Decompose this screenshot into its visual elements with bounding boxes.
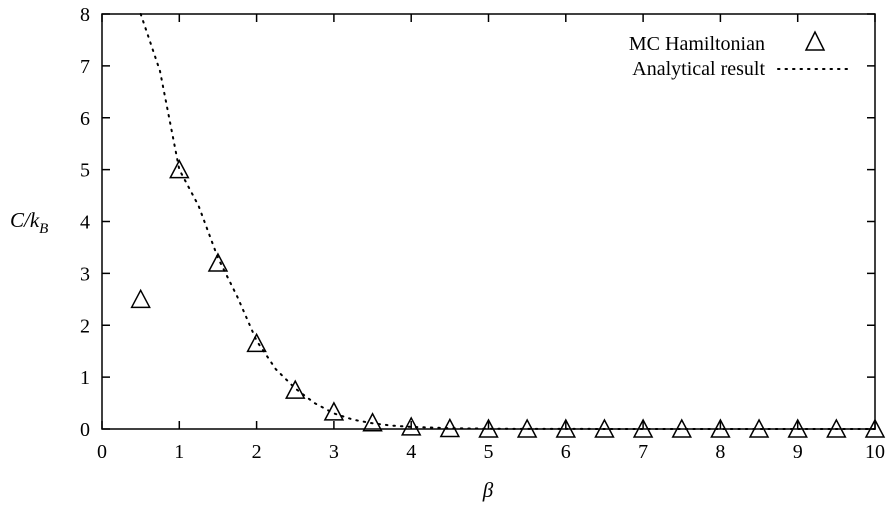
mc-data-point [516, 418, 538, 438]
x-tick-label: 9 [793, 441, 803, 463]
x-tick-label: 5 [484, 441, 494, 463]
mc-data-point [246, 332, 267, 353]
x-axis-label: β [482, 478, 494, 502]
x-tick-labels: 0 1 2 3 4 5 6 7 8 9 10 [97, 441, 885, 463]
mc-data-point [207, 252, 229, 272]
mc-data-point [632, 418, 654, 438]
x-tick-label: 1 [174, 441, 184, 463]
mc-data-point [478, 418, 499, 438]
mc-data-point [323, 401, 345, 421]
mc-data-point [748, 418, 770, 438]
mc-data-point [710, 418, 731, 438]
y-tick-label: 4 [80, 212, 90, 234]
mc-data-point [285, 379, 306, 399]
mc-data-point [671, 418, 692, 438]
mc-data-point [400, 416, 422, 436]
legend-label-mc-hamiltonian: MC Hamiltonian [629, 33, 765, 55]
y-axis-label: C/kB [10, 208, 48, 237]
mc-data-point [169, 159, 190, 179]
mc-data-point [594, 418, 615, 438]
legend-triangle-marker [804, 30, 826, 51]
mc-data-point [787, 418, 808, 438]
x-tick-label: 4 [406, 441, 416, 463]
legend: MC Hamiltonian Analytical result [629, 30, 853, 80]
y-tick-labels: 0 1 2 3 4 5 6 7 8 [80, 4, 90, 441]
mc-hamiltonian-markers [130, 159, 886, 438]
y-tick-label: 0 [80, 419, 90, 441]
mc-data-point [130, 288, 151, 309]
y-tick-label: 2 [80, 315, 90, 337]
y-tick-label: 6 [80, 108, 90, 130]
mc-data-point [555, 418, 577, 438]
mc-data-point [826, 418, 847, 438]
y-tick-label: 3 [80, 263, 90, 285]
x-tick-label: 8 [715, 441, 725, 463]
x-tick-label: 10 [865, 441, 885, 463]
mc-data-point [439, 417, 461, 438]
y-tick-label: 8 [80, 4, 90, 26]
legend-label-analytical-result: Analytical result [632, 58, 765, 80]
x-tick-label: 6 [561, 441, 571, 463]
y-tick-label: 1 [80, 367, 90, 389]
x-tick-label: 2 [252, 441, 262, 463]
mc-data-point [864, 418, 886, 438]
mc-data-point [362, 412, 383, 432]
x-tick-label: 0 [97, 441, 107, 463]
x-tick-label: 3 [329, 441, 339, 463]
y-tick-label: 7 [80, 56, 90, 78]
y-tick-label: 5 [80, 160, 90, 182]
x-tick-label: 7 [638, 441, 648, 463]
